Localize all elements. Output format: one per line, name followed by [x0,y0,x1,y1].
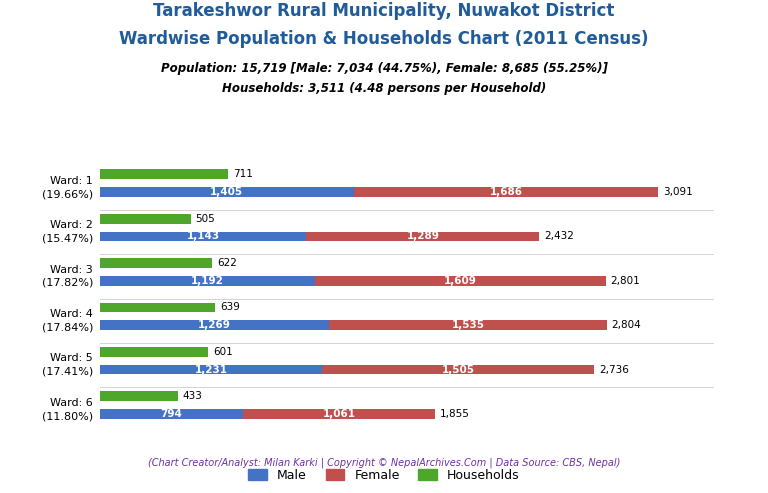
Bar [323,365,594,374]
Text: 1,405: 1,405 [210,187,243,197]
Bar [100,170,228,179]
Bar [354,187,658,197]
Text: 1,269: 1,269 [198,320,231,330]
Text: 622: 622 [217,258,237,268]
Bar [329,320,607,330]
Bar [315,276,606,285]
Text: 2,804: 2,804 [611,320,641,330]
Bar [100,303,215,312]
Bar [100,347,208,356]
Bar [100,232,306,241]
Text: 601: 601 [213,347,233,357]
Text: 1,289: 1,289 [406,231,439,242]
Text: 505: 505 [196,213,215,224]
Text: 1,535: 1,535 [452,320,485,330]
Text: 1,231: 1,231 [194,364,227,375]
Bar [100,187,354,197]
Bar [100,258,212,268]
Bar [100,391,178,401]
Text: Tarakeshwor Rural Municipality, Nuwakot District: Tarakeshwor Rural Municipality, Nuwakot … [154,2,614,21]
Text: 639: 639 [220,302,240,313]
Text: 711: 711 [233,169,253,179]
Legend: Male, Female, Households: Male, Female, Households [243,464,525,487]
Text: 1,505: 1,505 [442,364,475,375]
Text: 794: 794 [161,409,183,419]
Bar [306,232,539,241]
Bar [100,276,315,285]
Text: 1,192: 1,192 [191,276,224,286]
Text: Population: 15,719 [Male: 7,034 (44.75%), Female: 8,685 (55.25%)]: Population: 15,719 [Male: 7,034 (44.75%)… [161,62,607,74]
Bar [100,365,323,374]
Bar [243,409,435,419]
Text: 433: 433 [183,391,203,401]
Bar [100,214,191,223]
Text: 1,061: 1,061 [323,409,356,419]
Text: 1,855: 1,855 [439,409,469,419]
Text: 2,736: 2,736 [599,364,629,375]
Text: 1,143: 1,143 [187,231,220,242]
Text: Wardwise Population & Households Chart (2011 Census): Wardwise Population & Households Chart (… [119,30,649,48]
Text: 2,801: 2,801 [611,276,641,286]
Bar [100,320,329,330]
Text: 1,609: 1,609 [444,276,477,286]
Text: (Chart Creator/Analyst: Milan Karki | Copyright © NepalArchives.Com | Data Sourc: (Chart Creator/Analyst: Milan Karki | Co… [147,458,621,468]
Text: 1,686: 1,686 [489,187,522,197]
Text: 2,432: 2,432 [544,231,574,242]
Bar [100,409,243,419]
Text: Households: 3,511 (4.48 persons per Household): Households: 3,511 (4.48 persons per Hous… [222,82,546,95]
Text: 3,091: 3,091 [663,187,693,197]
